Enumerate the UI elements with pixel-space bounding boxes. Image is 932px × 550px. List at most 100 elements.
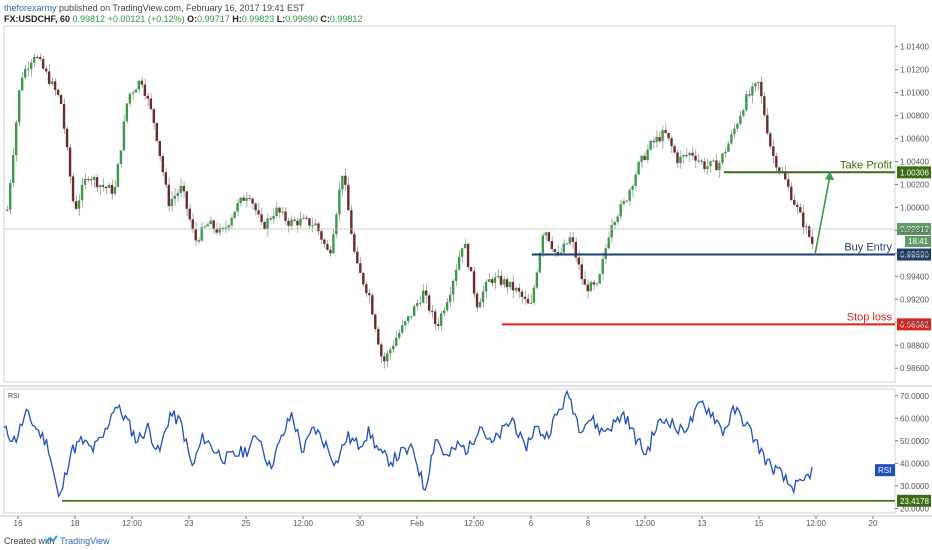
candle-body [362, 272, 365, 285]
candle-body [586, 284, 589, 292]
candle-body [598, 274, 601, 284]
candle-body [451, 280, 455, 295]
author-name[interactable]: theforexarmy [4, 3, 57, 13]
price-tick-label: 0.99200 [900, 295, 929, 304]
time-tick-label: 18 [71, 519, 80, 528]
candle-body [74, 201, 78, 209]
candle-body [65, 128, 69, 148]
candle-body [745, 94, 748, 111]
candle-body [805, 226, 808, 228]
candle-body [38, 57, 42, 59]
candle-body [152, 109, 156, 123]
candle-body [164, 172, 167, 185]
candle-body [418, 302, 422, 304]
candle-body [6, 209, 9, 211]
candle-body [691, 152, 694, 156]
candle-body [17, 90, 21, 123]
candle-body [718, 162, 721, 171]
candle-body [20, 77, 24, 91]
candle-body [796, 204, 799, 208]
candle-body [77, 200, 81, 209]
candle-body [703, 161, 706, 170]
candle-body [517, 287, 521, 292]
candle-body [383, 356, 386, 362]
candle-body [532, 287, 536, 303]
candle-body [460, 248, 464, 257]
candle-body [502, 279, 506, 285]
candle-body [14, 122, 18, 156]
candle-body [161, 156, 165, 173]
chart-area[interactable]: 0.99812 18:41 Take Profit 1.00306 Buy Entry 0… [0, 0, 932, 532]
candle-body [688, 152, 691, 156]
candle-body [505, 279, 509, 287]
candle-body [395, 337, 398, 346]
candle-body [185, 191, 188, 209]
candle-body [275, 207, 278, 216]
candle-body [412, 306, 416, 317]
candle-body [338, 189, 341, 215]
last-price-label: 0.99812 [900, 225, 929, 234]
candle-body [625, 200, 628, 202]
candle-body [350, 210, 353, 234]
tradingview-brand-link[interactable]: TradingView [60, 536, 110, 546]
candle-body [194, 229, 197, 241]
candle-body [104, 186, 108, 189]
price-tick-label: 1.00600 [900, 135, 929, 144]
stop-loss-value: 0.98982 [900, 320, 929, 329]
candle-body [377, 329, 380, 345]
candle-body [203, 226, 206, 228]
candle-body [248, 197, 251, 199]
candle-body [676, 152, 679, 164]
candle-body [269, 218, 272, 220]
candle-body [404, 321, 407, 326]
price-tick-label: 1.00400 [900, 158, 929, 167]
candle-body [68, 147, 72, 177]
candle-body [29, 62, 33, 69]
tradingview-logo-icon [45, 535, 58, 544]
candle-body [415, 303, 419, 307]
candle-body [353, 233, 356, 252]
footer: Created with TradingView [0, 532, 932, 550]
candle-body [490, 279, 494, 283]
price-tick-label: 0.99800 [900, 226, 929, 235]
candle-body [62, 103, 66, 129]
time-tick-label: 12:00 [293, 519, 314, 528]
time-tick-label: 6 [529, 519, 534, 528]
candle-body [775, 156, 778, 168]
candle-body [116, 163, 120, 187]
candle-body [754, 83, 757, 87]
low-label: L: [276, 14, 286, 24]
candle-body [760, 81, 763, 97]
candle-body [562, 243, 566, 253]
candle-body [766, 115, 769, 134]
candle-body [329, 249, 332, 254]
candle-body [110, 184, 114, 194]
candle-body [59, 94, 63, 104]
candle-body [236, 203, 239, 212]
candle-body [652, 140, 655, 143]
candle-body [44, 68, 48, 72]
candle-body [427, 295, 431, 311]
candle-body [143, 84, 147, 96]
price-tick-label: 1.00800 [900, 112, 929, 121]
candle-body [359, 263, 362, 273]
last-price-badge [897, 223, 931, 236]
candle-body [445, 302, 449, 311]
candle-body [484, 281, 488, 292]
candle-body [493, 277, 497, 283]
time-tick-label: 13 [698, 519, 707, 528]
candle-body [209, 220, 212, 225]
low-value: 0.99690 [285, 14, 318, 24]
candle-body [613, 222, 616, 226]
candle-body [724, 151, 727, 154]
candle-body [679, 156, 682, 164]
candle-body [682, 155, 685, 157]
candle-body [182, 185, 185, 192]
rsi-tick-label: 30.0000 [900, 482, 929, 491]
candle-body [646, 149, 649, 161]
candle-body [107, 184, 111, 189]
candle-body [523, 296, 527, 299]
candle-body [158, 140, 162, 157]
rsi-current-label: RSI [878, 466, 891, 475]
take-profit-badge [897, 166, 931, 179]
